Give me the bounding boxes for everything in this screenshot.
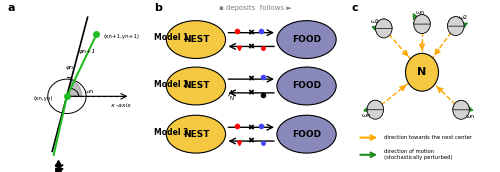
Text: (xn+1,yn+1): (xn+1,yn+1) [104,34,140,39]
Ellipse shape [166,67,226,105]
Text: ωn: ωn [416,10,425,15]
Ellipse shape [166,21,226,58]
Text: ω2: ω2 [459,15,468,20]
Text: b: b [154,3,162,13]
Text: FOOD: FOOD [292,130,321,139]
Wedge shape [376,19,392,28]
Text: ✖: ✖ [248,75,255,84]
Text: N: N [418,67,426,77]
Circle shape [376,19,392,38]
Text: φn: φn [66,65,74,70]
Text: ωn: ωn [84,89,94,94]
Text: NEST: NEST [182,35,209,44]
Text: ✖: ✖ [248,42,255,51]
Circle shape [414,15,430,34]
Text: direction towards the nest center: direction towards the nest center [384,135,472,140]
Text: ωn: ωn [362,113,370,118]
Ellipse shape [166,115,226,153]
Text: ✖: ✖ [248,28,255,37]
Ellipse shape [277,115,336,153]
Ellipse shape [277,67,336,105]
Text: Model 1: Model 1 [154,33,189,42]
Wedge shape [453,100,469,110]
Text: Model 2: Model 2 [154,80,189,89]
Text: ✖: ✖ [248,88,255,97]
Wedge shape [448,17,464,26]
Text: NEST: NEST [182,130,209,139]
Wedge shape [67,80,82,96]
Circle shape [406,53,438,91]
Text: NEST: NEST [182,82,209,90]
Circle shape [453,100,469,119]
Text: ωn: ωn [466,114,474,119]
Text: ▪ deposits  follows ►: ▪ deposits follows ► [219,5,292,11]
Wedge shape [367,100,384,110]
Text: ✖: ✖ [248,123,255,132]
Circle shape [367,100,384,119]
Text: c: c [352,3,358,13]
Text: (xn,yn): (xn,yn) [34,96,53,101]
Text: a: a [8,3,16,13]
Text: FOOD: FOOD [292,82,321,90]
Circle shape [448,17,464,36]
Text: ✖: ✖ [248,137,255,146]
Text: x -axis: x -axis [110,103,130,108]
Text: N: N [230,96,234,101]
Wedge shape [414,15,430,24]
Text: φn+1: φn+1 [79,49,96,54]
Text: direction of motion
(stochastically perturbed): direction of motion (stochastically pert… [384,149,453,160]
Ellipse shape [277,21,336,58]
Text: ω1: ω1 [371,19,380,24]
Text: Model 3: Model 3 [154,128,189,137]
Text: FOOD: FOOD [292,35,321,44]
Text: ✻: ✻ [53,162,64,172]
